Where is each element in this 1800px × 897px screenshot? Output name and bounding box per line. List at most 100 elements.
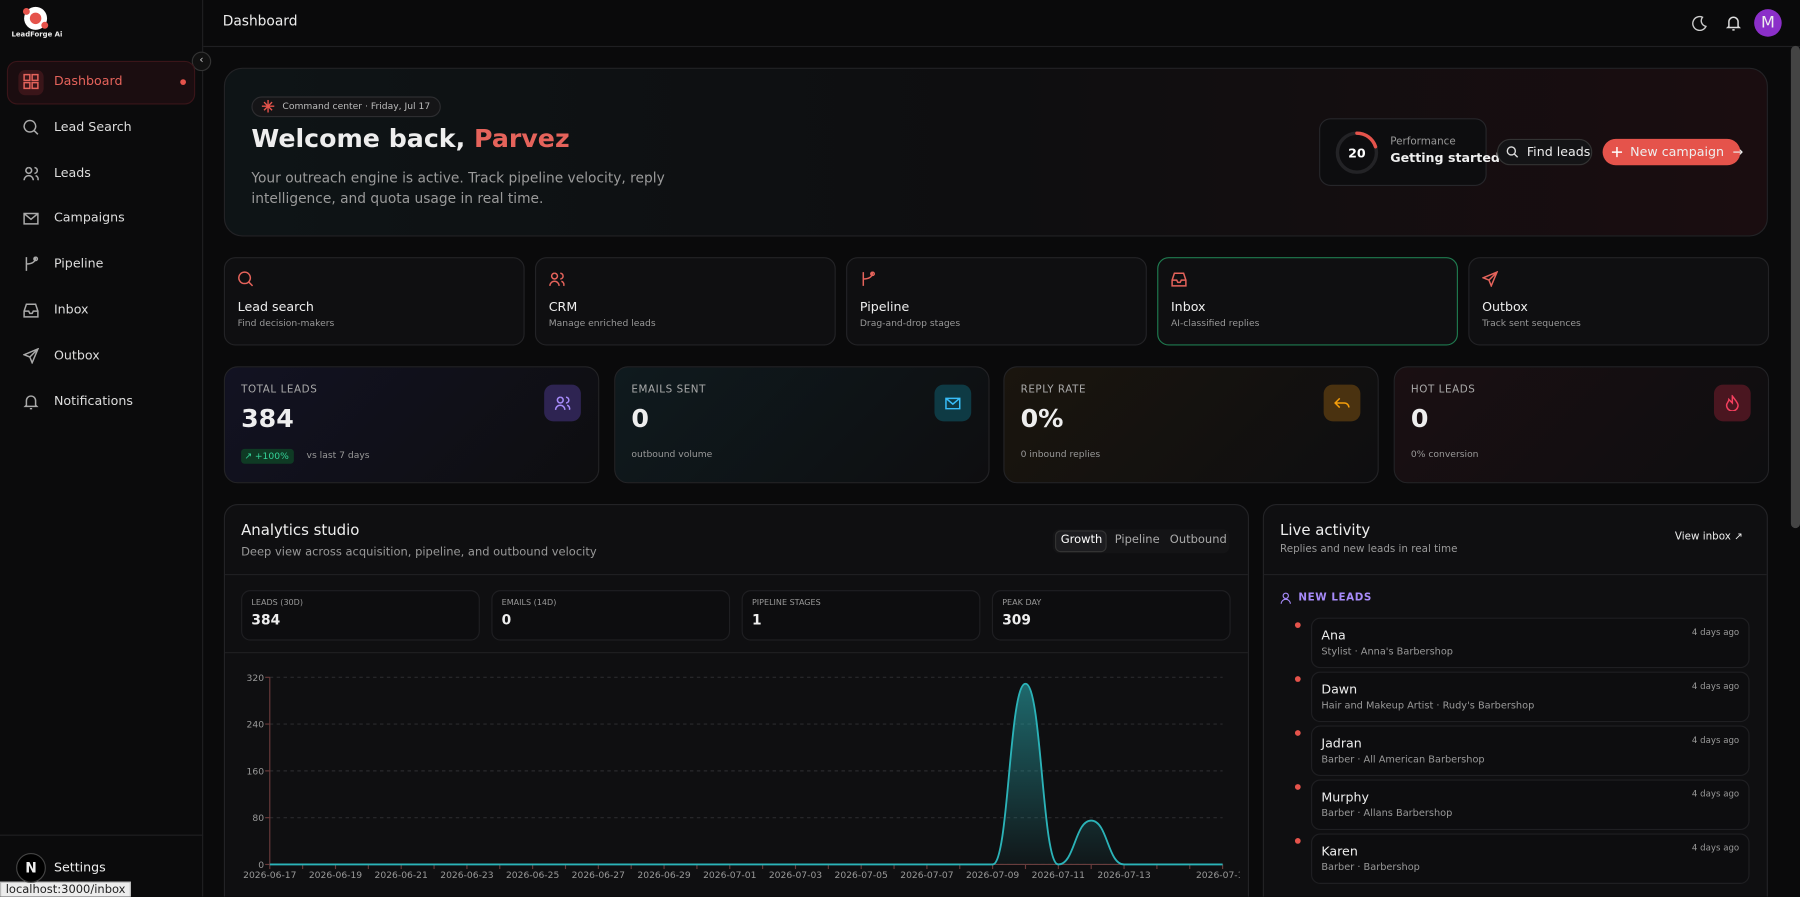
- collapse-button[interactable]: ‹: [191, 51, 212, 72]
- y-tick-label: 160: [247, 766, 265, 777]
- stat-badge: +100%: [241, 448, 294, 464]
- nav-label[interactable]: Dashboard: [53, 73, 123, 89]
- link-label: View inbox: [1674, 531, 1731, 544]
- view-inbox-link[interactable]: View inbox ↗: [1674, 531, 1743, 544]
- new-campaign-button[interactable]: New campaign →: [1602, 138, 1743, 166]
- tab-active[interactable]: [1055, 530, 1107, 553]
- logo-text: LeadForge Ai: [11, 30, 63, 40]
- user-avatar[interactable]: M: [1754, 9, 1782, 37]
- nav-label[interactable]: Inbox: [53, 301, 89, 317]
- mini-stat-label: LEADS (30D): [251, 598, 304, 608]
- activity-time: 4 days ago: [1691, 842, 1740, 853]
- quick-link-title: Inbox: [1170, 299, 1206, 315]
- settings-avatar[interactable]: N: [16, 852, 46, 883]
- scrollbar: [1790, 45, 1800, 529]
- find-leads-button[interactable]: Find leads: [1496, 138, 1593, 166]
- icon-path: [945, 397, 961, 410]
- nav-label[interactable]: Notifications: [53, 393, 134, 409]
- tab[interactable]: Outbound: [1169, 533, 1227, 547]
- quick-link-icon: [549, 272, 565, 287]
- activity-card[interactable]: [1311, 725, 1750, 777]
- stat-note: 0 inbound replies: [1020, 448, 1101, 460]
- icon-path: [1725, 394, 1739, 411]
- quick-link-card[interactable]: [846, 257, 1147, 346]
- theme-toggle[interactable]: [1691, 15, 1707, 31]
- hero-text: Your outreach engine is active. Track pi…: [251, 169, 665, 207]
- nav-icon: [23, 213, 39, 226]
- x-tick-label: 2026-06-21: [375, 870, 428, 881]
- analytics-subtitle: Deep view across acquisition, pipeline, …: [241, 546, 597, 560]
- active-dot: [180, 79, 186, 85]
- y-tick-label: 320: [247, 673, 265, 684]
- settings-label[interactable]: Settings: [53, 859, 106, 875]
- analytics-divider: [225, 574, 1248, 576]
- performance-label: Performance: [1390, 136, 1456, 149]
- stat-note: outbound volume: [631, 448, 713, 460]
- nav-label[interactable]: Campaigns: [53, 210, 125, 226]
- quick-link-card[interactable]: [1468, 257, 1770, 346]
- stat-label: EMAILS SENT: [631, 384, 707, 397]
- tab[interactable]: Growth: [1060, 533, 1103, 547]
- icon-path: [554, 396, 571, 411]
- header-bar: [203, 0, 1800, 48]
- plus-icon: [1611, 146, 1623, 158]
- mini-stat-label: EMAILS (14D): [501, 598, 557, 608]
- mini-stat-card: [991, 590, 1231, 641]
- tab[interactable]: Pipeline: [1114, 533, 1160, 547]
- nav-label[interactable]: Outbox: [53, 347, 100, 363]
- stat-icon: [554, 396, 571, 411]
- x-tick-label: 2026-06-17: [243, 870, 296, 881]
- header-title: Dashboard: [222, 12, 298, 29]
- stat-icon: [945, 397, 961, 410]
- quick-link-card[interactable]: [223, 257, 525, 346]
- activity-card[interactable]: [1311, 671, 1750, 723]
- nav-icon-bg: [18, 70, 44, 96]
- icon-path: [23, 303, 39, 318]
- stat-note: vs last 7 days: [306, 450, 370, 461]
- activity-card[interactable]: [1311, 617, 1750, 669]
- activity-name: Murphy: [1321, 789, 1369, 805]
- quick-link-card[interactable]: [534, 257, 836, 346]
- quick-link-title: Pipeline: [859, 299, 910, 315]
- activity-dot: [1294, 838, 1301, 844]
- x-tick-label: 2026-07-11: [1032, 870, 1085, 881]
- activity-dot: [1294, 784, 1301, 790]
- quick-link-subtitle: Track sent sequences: [1482, 317, 1581, 329]
- stat-value: 0: [1410, 405, 1429, 434]
- quick-link-title: Lead search: [237, 299, 314, 315]
- analytics-title: Analytics studio: [241, 522, 360, 540]
- x-tick-label: 2026-07-13: [1097, 870, 1150, 881]
- quick-link-card[interactable]: [1157, 257, 1458, 346]
- hero-badge: Command center · Friday, Jul 17: [251, 96, 441, 118]
- stat-card: [223, 366, 600, 484]
- activity-dot: [1294, 676, 1301, 682]
- stat-label: TOTAL LEADS: [241, 384, 318, 397]
- section-icon: [1280, 592, 1291, 604]
- stat-value: 0: [631, 405, 649, 434]
- notifications-bell[interactable]: [1725, 14, 1742, 32]
- nav-icon: [22, 347, 40, 364]
- quick-link-icon: [862, 271, 875, 286]
- activity-card[interactable]: [1311, 833, 1750, 884]
- activity-card[interactable]: [1311, 779, 1750, 831]
- quick-link-subtitle: Drag-and-drop stages: [859, 317, 961, 329]
- quick-link-subtitle: Find decision-makers: [237, 317, 335, 329]
- icon-path: [23, 119, 39, 135]
- icon-path: [1482, 270, 1499, 287]
- mini-stat-value: 1: [751, 611, 762, 628]
- ring-arc: [1335, 131, 1379, 174]
- stat-card: [1393, 366, 1770, 484]
- nav-label[interactable]: Leads: [53, 164, 91, 180]
- quick-link-subtitle: Manage enriched leads: [548, 317, 656, 329]
- nav-label[interactable]: Lead Search: [53, 119, 132, 135]
- search-icon: [1506, 146, 1519, 158]
- nav-label[interactable]: Pipeline: [53, 256, 104, 272]
- performance-status: Getting started: [1390, 150, 1500, 166]
- nav-icon: [25, 256, 39, 272]
- x-tick-label: 2026-07-09: [966, 870, 1019, 881]
- section-title: NEW LEADS: [1298, 592, 1372, 604]
- stat-icon: [1334, 397, 1350, 409]
- mini-stat-card: [241, 590, 480, 641]
- icon-path: [1171, 272, 1187, 287]
- stat-icon: [1725, 394, 1739, 411]
